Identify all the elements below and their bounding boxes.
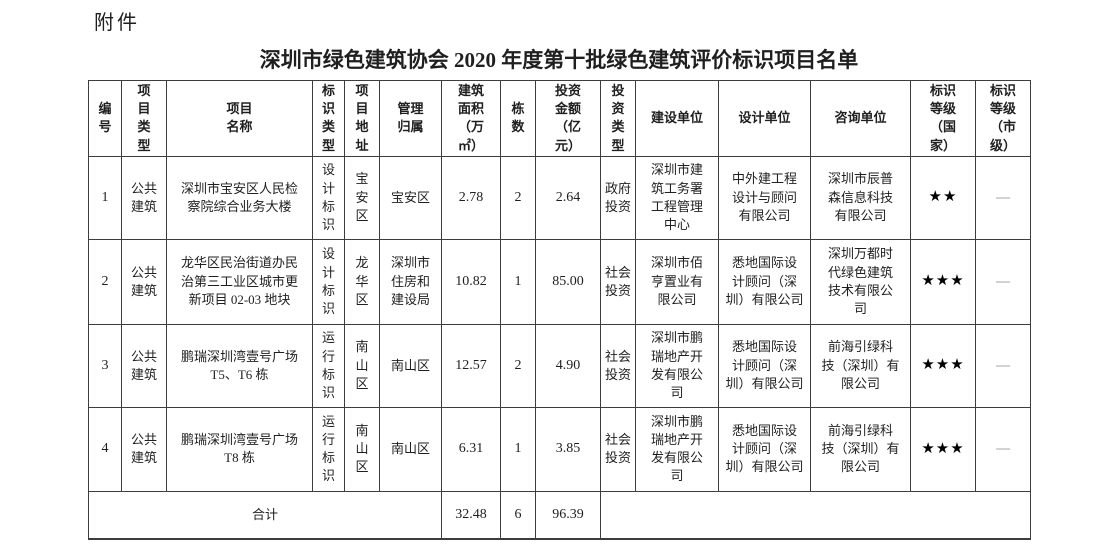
cell-location: 南 山 区 [344, 406, 380, 492]
cell-total-label: 合计 [88, 490, 442, 541]
col-header-authority: 管理 归属 [379, 80, 442, 157]
cell-investment: 3.85 [535, 406, 601, 492]
cell-investment-type: 政府 投资 [600, 155, 636, 240]
cell-project-name: 鹏瑞深圳湾壹号广场 T5、T6 栋 [166, 323, 313, 408]
col-header-label-type: 标 识 类 型 [312, 80, 345, 157]
cell-grade-national: ★★★ [910, 406, 976, 492]
cell-blocks: 1 [500, 238, 536, 325]
col-header-investment-type: 投 资 类 型 [600, 80, 636, 157]
cell-investment-type: 社会 投资 [600, 406, 636, 492]
col-header-investment: 投资 金额 （亿 元） [535, 80, 601, 157]
cell-project-name: 龙华区民治街道办民 治第三工业区城市更 新项目 02-03 地块 [166, 238, 313, 325]
cell-investment: 2.64 [535, 155, 601, 240]
cell-investment-type: 社会 投资 [600, 238, 636, 325]
cell-authority: 深圳市 住房和 建设局 [379, 238, 442, 325]
cell-location: 南 山 区 [344, 323, 380, 408]
col-header-location: 项 目 地 址 [344, 80, 380, 157]
col-header-builder: 建设单位 [635, 80, 719, 157]
cell-total-empty [600, 490, 1031, 541]
total-row: 合计 32.48 6 96.39 [88, 490, 1031, 541]
cell-category: 公共 建筑 [121, 238, 167, 325]
cell-area: 2.78 [441, 155, 501, 240]
cell-number: 3 [88, 323, 122, 408]
col-header-number: 编 号 [88, 80, 122, 157]
cell-investment: 85.00 [535, 238, 601, 325]
table-row: 2 公共 建筑 龙华区民治街道办民 治第三工业区城市更 新项目 02-03 地块… [88, 238, 1031, 325]
cell-designer: 悉地国际设 计顾问（深 圳）有限公司 [718, 323, 811, 408]
cell-designer: 悉地国际设 计顾问（深 圳）有限公司 [718, 238, 811, 325]
cell-consultant: 前海引绿科 技（深圳）有 限公司 [810, 406, 911, 492]
col-header-area: 建筑 面积 （万 ㎡） [441, 80, 501, 157]
cell-category: 公共 建筑 [121, 406, 167, 492]
cell-area: 10.82 [441, 238, 501, 325]
cell-area: 6.31 [441, 406, 501, 492]
cell-authority: 南山区 [379, 406, 442, 492]
cell-authority: 南山区 [379, 323, 442, 408]
cell-area: 12.57 [441, 323, 501, 408]
cell-builder: 深圳市佰 亨置业有 限公司 [635, 238, 719, 325]
cell-project-name: 深圳市宝安区人民检 察院综合业务大楼 [166, 155, 313, 240]
cell-location: 龙 华 区 [344, 238, 380, 325]
cell-grade-national: ★★ [910, 155, 976, 240]
cell-category: 公共 建筑 [121, 155, 167, 240]
cell-consultant: 深圳市辰普 森信息科技 有限公司 [810, 155, 911, 240]
header-row: 编 号 项 目 类 型 项目 名称 标 识 类 型 项 目 地 址 管理 归属 … [88, 80, 1031, 157]
projects-table: 编 号 项 目 类 型 项目 名称 标 识 类 型 项 目 地 址 管理 归属 … [88, 80, 1031, 541]
col-header-project-name: 项目 名称 [166, 80, 313, 157]
cell-label-type: 设 计 标 识 [312, 238, 345, 325]
cell-builder: 深圳市鹏 瑞地产开 发有限公 司 [635, 323, 719, 408]
attachment-label: 附件 [94, 12, 140, 34]
cell-label-type: 运 行 标 识 [312, 406, 345, 492]
cell-grade-city: — [975, 155, 1031, 240]
cell-number: 4 [88, 406, 122, 492]
cell-total-area: 32.48 [441, 490, 501, 541]
col-header-grade-national: 标识 等级 （国 家） [910, 80, 976, 157]
table-row: 4 公共 建筑 鹏瑞深圳湾壹号广场 T8 栋 运 行 标 识 南 山 区 南山区… [88, 406, 1031, 492]
cell-project-name: 鹏瑞深圳湾壹号广场 T8 栋 [166, 406, 313, 492]
cell-number: 2 [88, 238, 122, 325]
cell-number: 1 [88, 155, 122, 240]
col-header-blocks: 栋 数 [500, 80, 536, 157]
cell-total-investment: 96.39 [535, 490, 601, 541]
col-header-consultant: 咨询单位 [810, 80, 911, 157]
cell-blocks: 2 [500, 155, 536, 240]
col-header-category: 项 目 类 型 [121, 80, 167, 157]
cell-authority: 宝安区 [379, 155, 442, 240]
cell-total-blocks: 6 [500, 490, 536, 541]
table-row: 1 公共 建筑 深圳市宝安区人民检 察院综合业务大楼 设 计 标 识 宝 安 区… [88, 155, 1031, 240]
cell-label-type: 运 行 标 识 [312, 323, 345, 408]
col-header-designer: 设计单位 [718, 80, 811, 157]
cell-investment: 4.90 [535, 323, 601, 408]
cell-grade-city: — [975, 238, 1031, 325]
cell-grade-city: — [975, 406, 1031, 492]
cell-grade-city: — [975, 323, 1031, 408]
cell-label-type: 设 计 标 识 [312, 155, 345, 240]
cell-designer: 悉地国际设 计顾问（深 圳）有限公司 [718, 406, 811, 492]
cell-builder: 深圳市鹏 瑞地产开 发有限公 司 [635, 406, 719, 492]
col-header-grade-city: 标识 等级 （市 级） [975, 80, 1031, 157]
cell-blocks: 1 [500, 406, 536, 492]
cell-builder: 深圳市建 筑工务署 工程管理 中心 [635, 155, 719, 240]
cell-consultant: 深圳万都时 代绿色建筑 技术有限公 司 [810, 238, 911, 325]
cell-blocks: 2 [500, 323, 536, 408]
table-row: 3 公共 建筑 鹏瑞深圳湾壹号广场 T5、T6 栋 运 行 标 识 南 山 区 … [88, 323, 1031, 408]
cell-designer: 中外建工程 设计与顾问 有限公司 [718, 155, 811, 240]
cell-location: 宝 安 区 [344, 155, 380, 240]
cell-grade-national: ★★★ [910, 238, 976, 325]
cell-category: 公共 建筑 [121, 323, 167, 408]
document-title: 深圳市绿色建筑协会 2020 年度第十批绿色建筑评价标识项目名单 [259, 48, 859, 72]
cell-grade-national: ★★★ [910, 323, 976, 408]
cell-consultant: 前海引绿科 技（深圳）有 限公司 [810, 323, 911, 408]
cell-investment-type: 社会 投资 [600, 323, 636, 408]
